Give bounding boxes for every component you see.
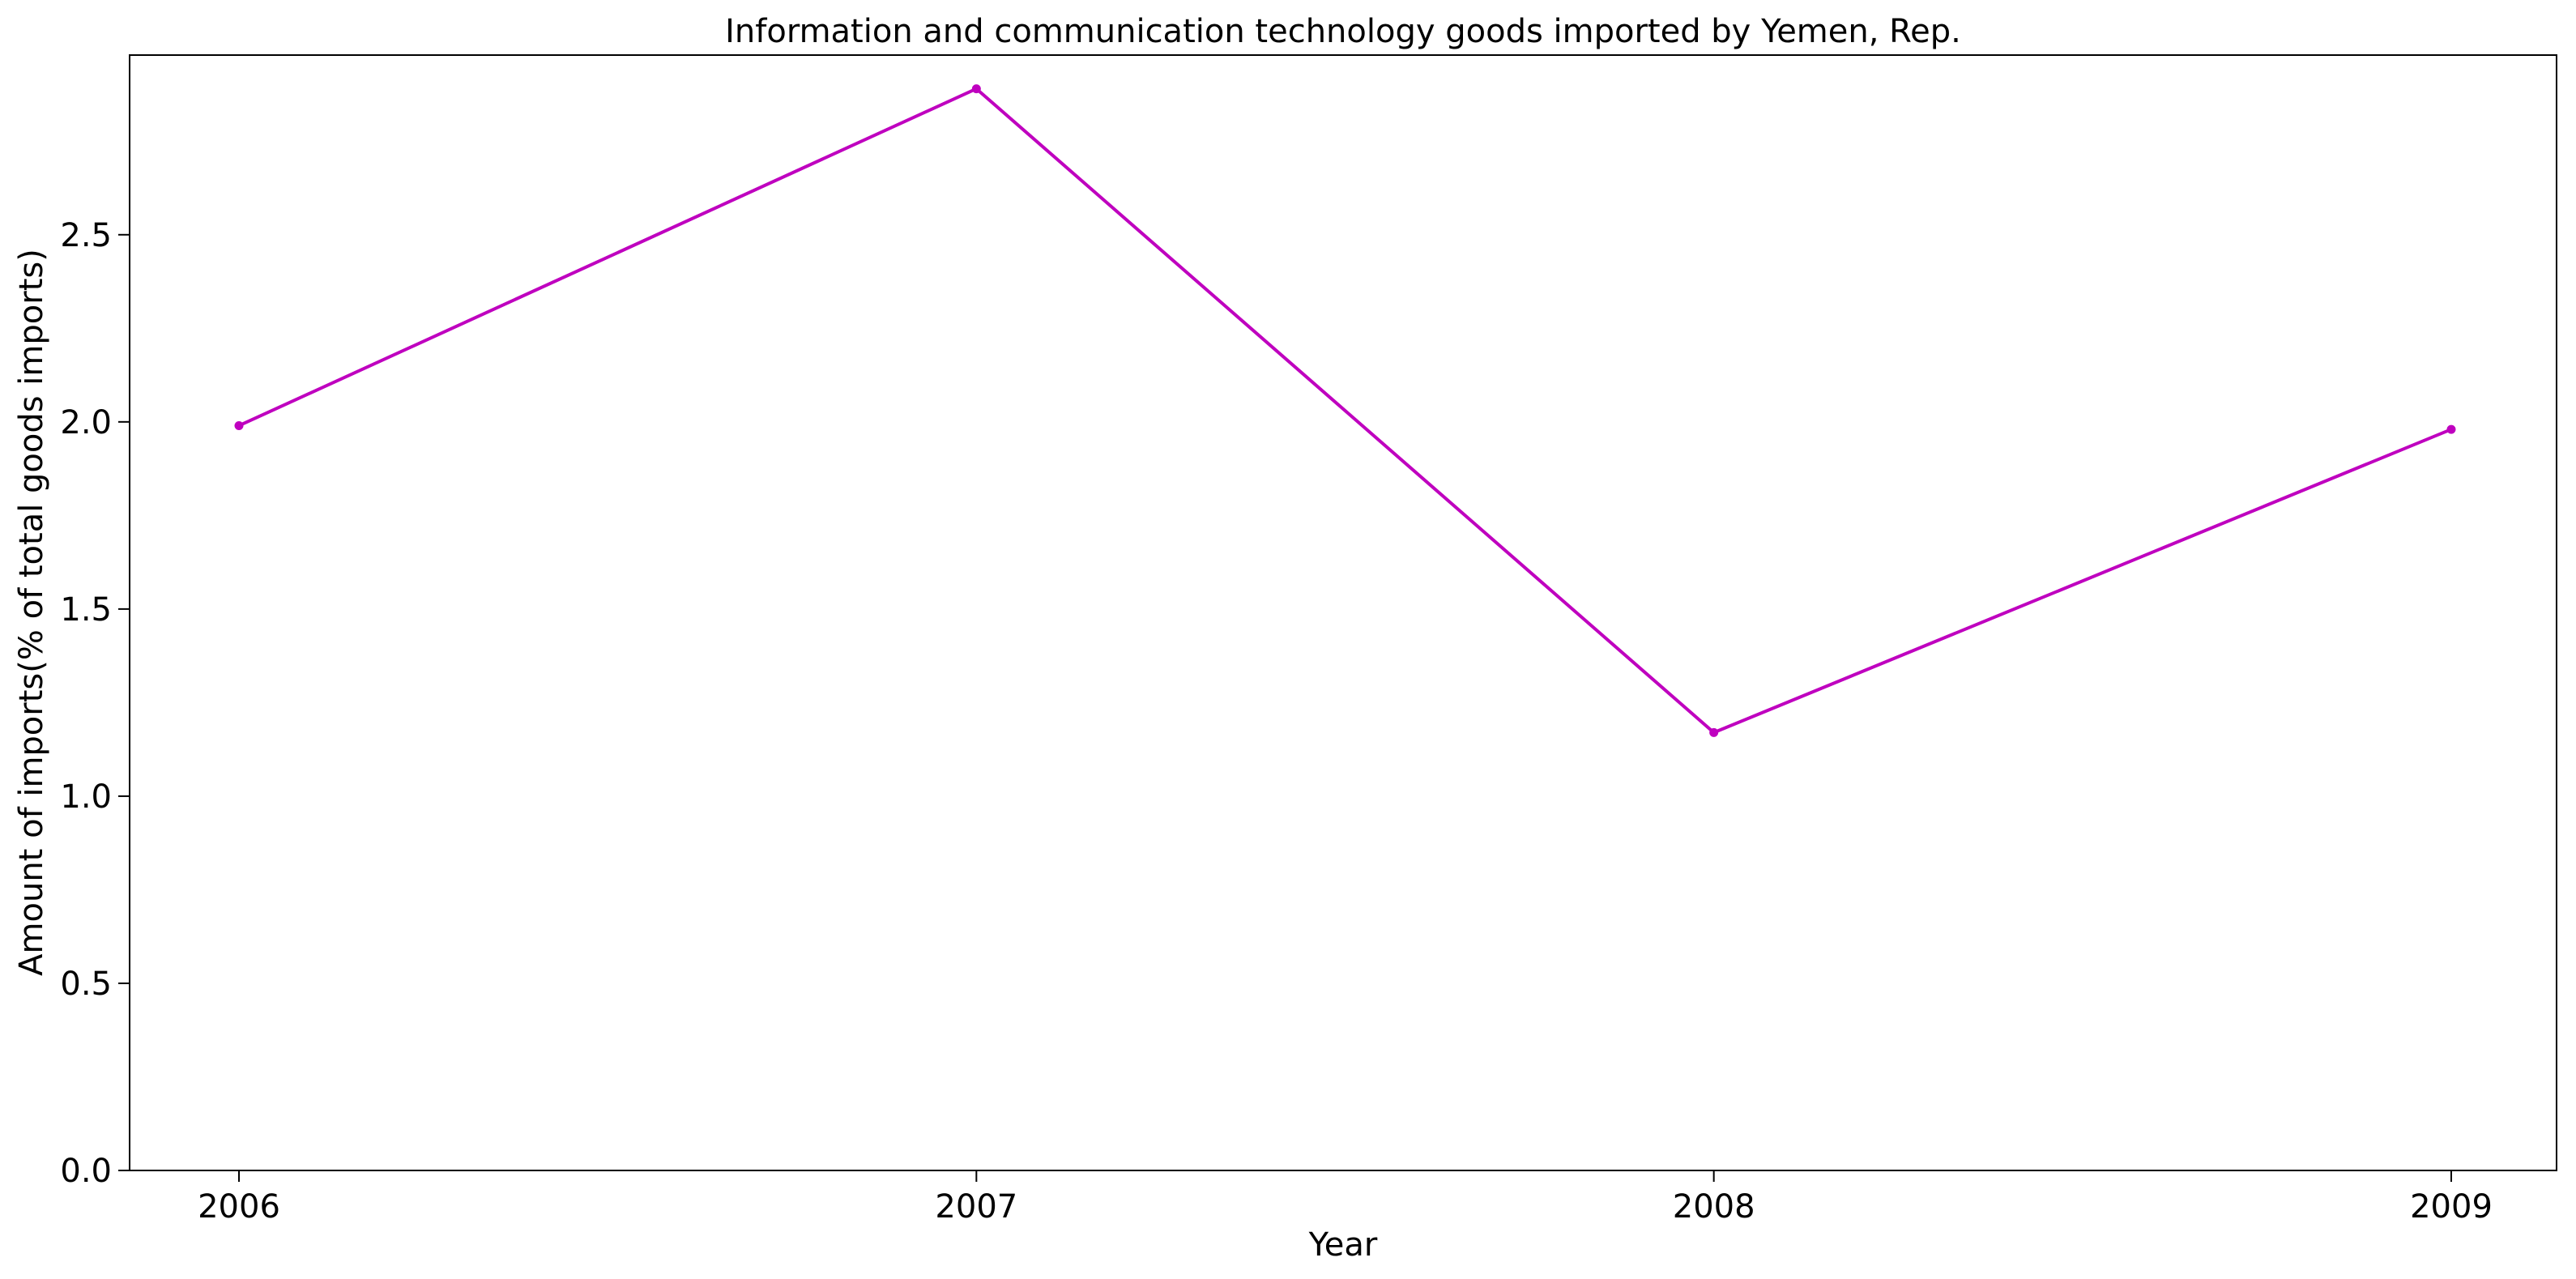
y-axis-ticks: 0.0 0.5 1.0 1.5 2.0 2.5 <box>60 217 130 1190</box>
x-axis-title: Year <box>1308 1226 1378 1264</box>
x-tick-label: 2007 <box>935 1188 1017 1226</box>
y-tick-label: 2.0 <box>60 404 112 441</box>
y-tick-label: 2.5 <box>60 217 112 254</box>
x-tick-label: 2009 <box>2410 1188 2493 1226</box>
x-axis-ticks: 2006 2007 2008 2009 <box>198 1170 2493 1226</box>
data-point <box>2446 424 2456 434</box>
y-axis-title: Amount of imports(% of total goods impor… <box>13 249 50 976</box>
series-line <box>238 87 2452 735</box>
y-tick-label: 0.5 <box>60 966 112 1003</box>
plot-frame <box>129 54 2557 1171</box>
y-tick-label: 0.0 <box>60 1153 112 1190</box>
y-tick-label: 1.0 <box>60 778 112 816</box>
data-point <box>971 84 981 94</box>
data-point <box>234 420 244 430</box>
data-point <box>1709 727 1719 737</box>
y-tick-label: 1.5 <box>60 591 112 629</box>
chart-title: Information and communication technology… <box>725 13 1961 50</box>
series-layer <box>234 84 2456 737</box>
x-tick-label: 2006 <box>198 1188 280 1226</box>
x-tick-label: 2008 <box>1673 1188 1755 1226</box>
